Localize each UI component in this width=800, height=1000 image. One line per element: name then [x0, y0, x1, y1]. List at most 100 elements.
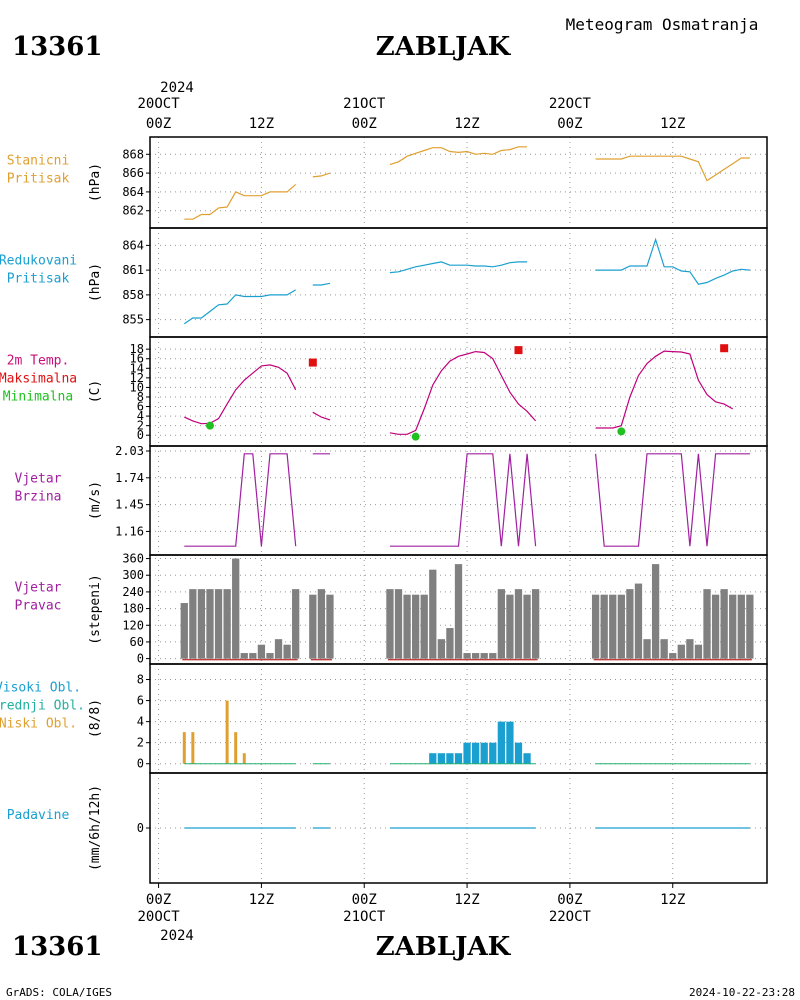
meteogram-subtitle: Meteogram Osmatranja — [566, 15, 759, 34]
bar — [309, 594, 317, 659]
series-line — [184, 453, 297, 547]
bar — [197, 589, 206, 659]
bar — [206, 589, 214, 659]
y-tick-label: 2.03 — [115, 444, 144, 458]
panel-label: Pritisak — [7, 272, 70, 287]
bar — [454, 564, 463, 659]
y-tick-label: 861 — [122, 263, 144, 277]
bar — [403, 594, 411, 659]
bar — [617, 594, 625, 659]
y-axis-unit: (8/8) — [88, 699, 103, 738]
y-tick-label: 862 — [122, 204, 144, 218]
bottom-day-label: 22OCT — [549, 909, 592, 925]
top-hour-label: 12Z — [660, 116, 685, 132]
bar — [514, 589, 523, 659]
station-id-bottom: 13361 — [12, 932, 102, 962]
y-tick-label: 240 — [122, 585, 144, 599]
bottom-hour-label: 00Z — [146, 892, 171, 908]
y-axis-unit: (hPa) — [88, 163, 103, 202]
y-tick-label: 14 — [130, 361, 144, 375]
bar — [463, 653, 471, 659]
panel-pravac: 0 60 120 180 240 300 360 (stepeni) Vjetar Pravac — [15, 552, 768, 666]
bar — [283, 644, 291, 659]
y-tick-label: 6 — [137, 400, 144, 414]
bar — [651, 564, 660, 659]
bar — [225, 700, 229, 764]
bar — [420, 594, 428, 659]
y-axis-unit: (m/s) — [88, 481, 103, 520]
bottom-year-label: 2024 — [160, 928, 194, 944]
panel-frame — [149, 227, 768, 338]
bar — [643, 639, 651, 659]
station-name-top: ZABLJAK — [376, 32, 512, 62]
bar — [489, 653, 497, 659]
bar — [506, 594, 514, 659]
panel-label: Minimalna — [3, 390, 73, 405]
y-tick-label: 2 — [137, 419, 144, 433]
bar — [394, 589, 403, 659]
bar — [437, 753, 446, 764]
y-tick-label: 868 — [122, 147, 144, 161]
panel-label: Stanicni — [7, 154, 70, 169]
y-tick-label: 855 — [122, 313, 144, 327]
footer-left: GrADS: COLA/IGES — [6, 986, 112, 999]
panel-label: Redukovani — [0, 254, 77, 269]
bar — [746, 594, 754, 659]
bar — [292, 589, 300, 659]
y-tick-label: 1.45 — [115, 498, 144, 512]
series-line — [389, 261, 528, 274]
y-tick-label: 360 — [122, 552, 144, 566]
top-day-label: 22OCT — [549, 96, 592, 112]
panel-label: Maksimalna — [0, 372, 77, 387]
panel-frame — [149, 772, 768, 884]
bar — [703, 589, 711, 659]
bar — [446, 628, 454, 659]
y-tick-label: 6 — [137, 694, 144, 708]
footer-right: 2024-10-22-23:28 — [689, 986, 795, 999]
series-line — [595, 237, 750, 285]
min-temp-marker — [411, 432, 420, 441]
panel-label: Brzina — [15, 490, 62, 505]
bar — [257, 644, 266, 659]
series-line — [389, 146, 528, 166]
y-axis-unit: (mm/6h/12h) — [88, 785, 103, 871]
panel-padavine: 0 (mm/6h/12h) Padavine — [7, 772, 768, 884]
y-axis-unit: (stepeni) — [88, 574, 103, 644]
panel-label: Niski Obl. — [0, 717, 77, 732]
bar — [429, 753, 437, 764]
bar — [669, 653, 677, 659]
panel-label: 2m Temp. — [7, 354, 70, 369]
y-tick-label: 12 — [130, 371, 144, 385]
bar — [274, 639, 283, 659]
y-tick-label: 16 — [130, 352, 144, 366]
y-tick-label: 0 — [137, 757, 144, 771]
top-hour-label: 00Z — [146, 116, 171, 132]
y-tick-label: 60 — [130, 635, 144, 649]
bar — [266, 653, 274, 659]
bottom-day-label: 21OCT — [343, 909, 386, 925]
bar — [600, 594, 608, 659]
y-tick-label: 864 — [122, 238, 144, 252]
bar — [711, 594, 720, 659]
y-tick-label: 0 — [137, 428, 144, 442]
series-line — [389, 350, 537, 435]
series-line — [389, 453, 537, 547]
panel-label: Pritisak — [7, 172, 70, 187]
bar — [480, 742, 488, 764]
top-hour-label: 12Z — [454, 116, 479, 132]
y-tick-label: 18 — [130, 342, 144, 356]
bar — [214, 589, 223, 659]
y-tick-label: 180 — [122, 602, 144, 616]
bar — [240, 653, 248, 659]
y-axis-unit: (hPa) — [88, 263, 103, 302]
top-hour-label: 12Z — [249, 116, 274, 132]
panel-frame — [149, 445, 768, 556]
station-id-top: 13361 — [12, 32, 102, 62]
bar — [249, 653, 257, 659]
y-tick-label: 4 — [137, 409, 144, 423]
y-tick-label: 300 — [122, 568, 144, 582]
panel-label: Visoki Obl. — [0, 681, 81, 696]
panel-label: Pravac — [15, 599, 62, 614]
